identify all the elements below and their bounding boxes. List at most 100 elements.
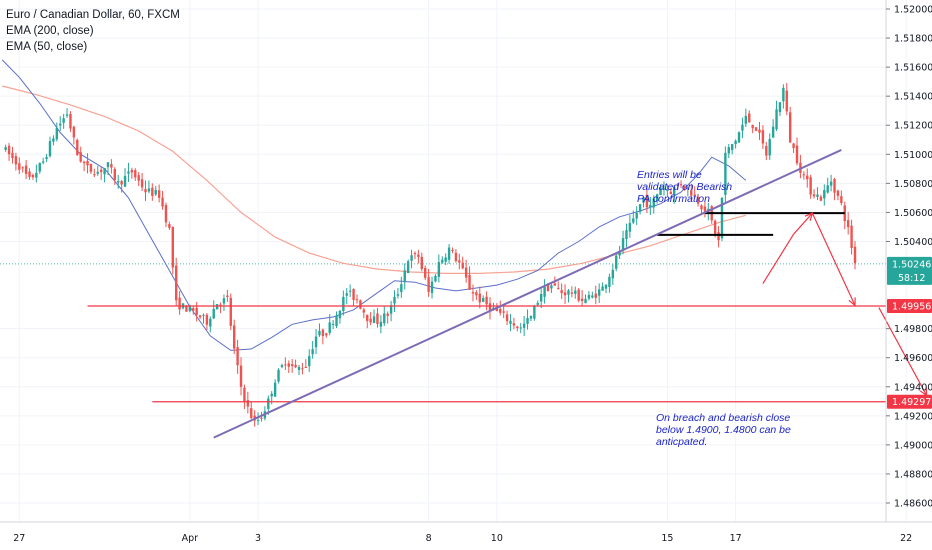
candle-body (522, 323, 526, 328)
candle-body (171, 226, 174, 268)
candle-body (539, 294, 543, 302)
candle-body (72, 126, 76, 138)
price-candles (4, 83, 857, 427)
candle-body (424, 267, 427, 278)
candle-body (724, 152, 727, 195)
candle-body (219, 304, 222, 306)
candle-body (546, 284, 550, 292)
candle-body (18, 163, 21, 170)
candle-body (812, 194, 816, 197)
candle-body (441, 259, 444, 263)
y-tick-label: 1.50400 (894, 237, 932, 248)
price-level-value: 1.49956 (892, 301, 931, 312)
candle-body (294, 364, 297, 368)
candle-body (314, 336, 318, 348)
annotation-line: below 1.4900, 1.4800 can be (656, 424, 791, 436)
candle-body (666, 189, 669, 192)
candle-body (475, 292, 478, 296)
candle-body (328, 322, 331, 333)
candle-body (106, 162, 110, 168)
candle-body (478, 293, 481, 303)
candle-body (492, 307, 495, 309)
candle-body (7, 145, 11, 155)
candle-body (140, 179, 144, 188)
candle-body (591, 295, 594, 298)
candle-body (471, 292, 475, 294)
y-tick-label: 1.49800 (894, 324, 932, 335)
breach-annotation[interactable]: On breach and bearish close below 1.4900… (656, 412, 826, 448)
candle-body (250, 408, 253, 419)
candle-body (273, 382, 277, 397)
ema50-layer (1, 59, 747, 351)
projection-arrow-down (811, 212, 856, 306)
projection-arrow-up (793, 212, 813, 235)
entries-annotation[interactable]: Entries will be validated on Bearish PA … (637, 169, 767, 205)
candle-body (52, 138, 55, 142)
y-tick-label: 1.49600 (894, 353, 932, 364)
candle-body (321, 329, 325, 337)
candle-body (304, 367, 308, 369)
candle-body (679, 184, 683, 186)
candle-body (212, 308, 215, 319)
candle-body (557, 287, 560, 289)
x-tick-label: 10 (491, 533, 503, 544)
candle-body (130, 169, 134, 173)
price-level-badge (887, 394, 932, 409)
candle-body (553, 283, 557, 286)
candle-body (526, 317, 529, 324)
candle-body (802, 174, 806, 176)
candle-body (615, 255, 618, 269)
candle-body (389, 305, 393, 314)
candle-body (543, 287, 546, 297)
candle-body (594, 293, 597, 298)
candle-body (11, 152, 14, 158)
candle-body (96, 171, 99, 174)
candle-body (519, 327, 522, 329)
bar-countdown: 58:12 (898, 273, 925, 284)
y-tick-label: 1.48800 (894, 469, 932, 480)
candle-body (505, 314, 509, 322)
candle-body (362, 309, 366, 313)
chart-title[interactable]: Euro / Canadian Dollar, 60, FXCM (6, 9, 180, 21)
candle-body (376, 313, 379, 324)
candle-body (297, 366, 301, 370)
candle-body (509, 320, 512, 324)
ema50-legend[interactable]: EMA (50, close) (6, 41, 88, 53)
candle-body (348, 290, 352, 292)
candle-body (195, 307, 198, 315)
candle-body (536, 302, 539, 305)
candle-body (608, 276, 611, 287)
trendline (213, 149, 842, 439)
y-tick-label: 1.50600 (894, 208, 932, 219)
grid-layer (0, 0, 907, 522)
candle-body (816, 194, 819, 197)
candle-body (55, 127, 59, 140)
candle-body (734, 140, 737, 145)
candle-body (775, 109, 778, 130)
candle-body (239, 365, 243, 387)
candle-body (481, 298, 485, 302)
candle-body (563, 292, 567, 296)
candle-body (840, 196, 843, 204)
candle-body (717, 232, 720, 241)
candle-body (65, 114, 69, 116)
ema200-legend[interactable]: EMA (200, close) (6, 25, 94, 37)
ema200-line (2, 85, 746, 274)
x-tick-label: Apr (182, 533, 199, 544)
candle-body (499, 308, 502, 313)
candle-body (209, 318, 212, 327)
candle-body (345, 293, 348, 296)
candle-body (748, 113, 751, 123)
candle-body (379, 321, 383, 327)
candle-body (280, 365, 284, 368)
candle-body (468, 274, 471, 290)
candle-body (14, 156, 18, 165)
candle-body (260, 417, 263, 419)
candle-body (785, 90, 788, 112)
candle-body (447, 247, 451, 260)
candle-body (69, 114, 72, 129)
candle-body (243, 387, 246, 402)
candle-body (24, 165, 28, 174)
